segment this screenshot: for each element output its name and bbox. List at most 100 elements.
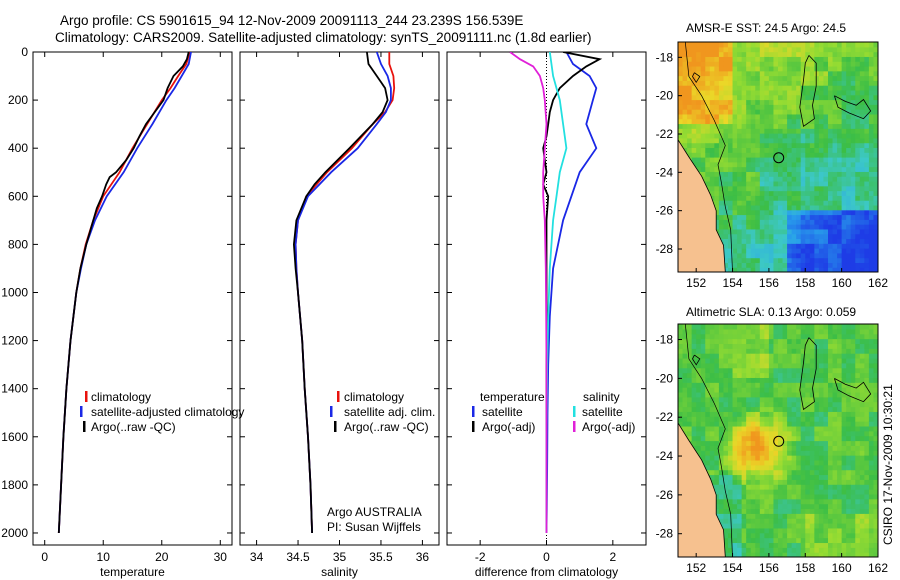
map-cell bbox=[764, 209, 770, 216]
map-cell bbox=[718, 133, 725, 139]
map-cell bbox=[796, 147, 802, 153]
map-cell bbox=[805, 484, 811, 490]
map-cell bbox=[759, 51, 765, 57]
map-cell bbox=[805, 425, 811, 432]
map-x-tick-label: 152 bbox=[686, 276, 706, 290]
map-cell bbox=[841, 484, 847, 490]
map-cell bbox=[687, 85, 693, 91]
map-cell bbox=[750, 416, 756, 422]
map-cell bbox=[778, 61, 784, 67]
map-cell bbox=[714, 474, 720, 480]
map-cell bbox=[746, 353, 752, 359]
map-cell bbox=[787, 362, 793, 369]
map-cell bbox=[868, 152, 875, 158]
map-cell bbox=[764, 65, 770, 72]
map-cell bbox=[805, 61, 811, 67]
map-cell bbox=[828, 498, 834, 505]
map-cell bbox=[759, 474, 765, 480]
map-cell bbox=[732, 440, 738, 446]
map-cell bbox=[850, 200, 856, 206]
map-cell bbox=[723, 248, 729, 254]
map-cell bbox=[868, 353, 875, 359]
map-cell bbox=[837, 109, 843, 115]
map-cell bbox=[796, 333, 802, 340]
map-cell bbox=[737, 123, 743, 129]
map-cell bbox=[782, 435, 788, 442]
map-cell bbox=[778, 214, 784, 220]
map-cell bbox=[732, 113, 738, 120]
map-cell bbox=[873, 219, 878, 225]
map-cell bbox=[787, 377, 793, 383]
map-cell bbox=[850, 56, 856, 62]
map-cell bbox=[828, 94, 834, 101]
map-cell bbox=[746, 464, 752, 471]
map-cell bbox=[832, 147, 838, 153]
map-cell bbox=[818, 469, 825, 476]
map-cell bbox=[818, 190, 825, 196]
map-cell bbox=[832, 180, 838, 187]
map-cell bbox=[723, 357, 729, 364]
map-cell bbox=[855, 99, 861, 105]
map-cell bbox=[800, 61, 806, 67]
map-cell bbox=[682, 324, 688, 330]
map-cell bbox=[787, 445, 793, 451]
map-cell bbox=[814, 367, 820, 374]
map-cell bbox=[741, 51, 747, 57]
map-cell bbox=[750, 498, 756, 505]
map-cell bbox=[796, 65, 802, 72]
map-cell bbox=[732, 324, 738, 330]
map-cell bbox=[868, 89, 875, 96]
map-cell bbox=[800, 401, 806, 408]
map-cell bbox=[728, 252, 734, 259]
map-cell bbox=[846, 547, 852, 553]
map-cell bbox=[718, 450, 725, 456]
map-cell bbox=[737, 133, 743, 139]
map-cell bbox=[778, 42, 784, 48]
map-cell bbox=[705, 372, 711, 378]
map-cell bbox=[746, 104, 752, 110]
map-cell bbox=[791, 406, 797, 412]
map-cell bbox=[759, 248, 765, 254]
map-cell bbox=[818, 430, 825, 437]
map-cell bbox=[841, 99, 847, 105]
map-cell bbox=[773, 195, 779, 201]
map-cell bbox=[809, 489, 815, 495]
map-cell bbox=[709, 80, 715, 86]
map-cell bbox=[782, 233, 788, 240]
map-cell bbox=[746, 267, 752, 272]
map-cell bbox=[809, 89, 815, 96]
map-cell bbox=[800, 469, 806, 476]
map-cell bbox=[737, 498, 743, 505]
map-cell bbox=[732, 89, 738, 96]
map-cell bbox=[832, 552, 838, 557]
map-cell bbox=[800, 46, 806, 53]
map-cell bbox=[773, 406, 779, 412]
map-cell bbox=[859, 262, 865, 268]
map-cell bbox=[705, 94, 711, 101]
map-cell bbox=[678, 104, 684, 110]
map-cell bbox=[741, 328, 747, 335]
map-cell bbox=[864, 257, 870, 264]
map-cell bbox=[764, 46, 770, 53]
map-cell bbox=[750, 445, 756, 451]
map-cell bbox=[678, 65, 684, 72]
map-cell bbox=[841, 267, 847, 272]
map-cell bbox=[850, 411, 856, 417]
map-cell bbox=[714, 362, 720, 369]
map-cell bbox=[723, 343, 729, 349]
map-cell bbox=[805, 157, 811, 163]
map-cell bbox=[800, 484, 806, 490]
map-cell bbox=[805, 391, 811, 398]
map-cell bbox=[750, 65, 756, 72]
map-cell bbox=[705, 152, 711, 158]
map-cell bbox=[805, 367, 811, 374]
map-cell bbox=[846, 137, 852, 144]
map-cell bbox=[750, 411, 756, 417]
map-cell bbox=[755, 185, 761, 192]
map-cell bbox=[728, 527, 734, 534]
map-cell bbox=[800, 387, 806, 393]
map-cell bbox=[828, 123, 834, 129]
legend-satellite-swatch bbox=[330, 406, 333, 417]
map-cell bbox=[782, 508, 788, 514]
map-cell bbox=[723, 387, 729, 393]
